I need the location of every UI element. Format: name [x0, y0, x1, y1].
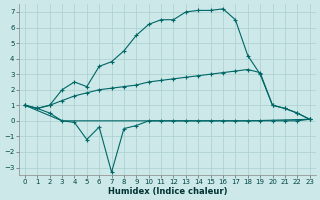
X-axis label: Humidex (Indice chaleur): Humidex (Indice chaleur) [108, 187, 227, 196]
